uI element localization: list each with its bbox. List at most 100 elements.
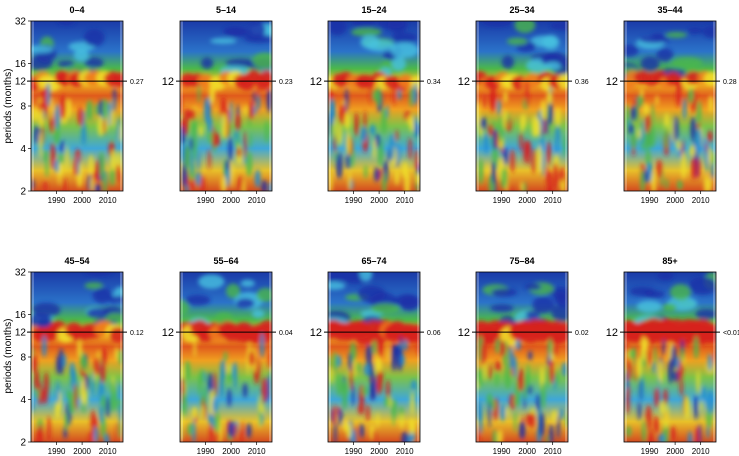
power-blob [227,388,232,408]
power-blob [355,362,361,374]
power-blob [565,413,568,428]
power-blob [50,97,54,120]
power-blob [31,107,38,122]
power-blob [359,272,373,282]
power-blob [550,21,568,31]
y-tick-label: 8 [20,353,26,364]
x-tick-label: 2010 [544,196,562,205]
heatmap-area [476,21,568,191]
power-blob [680,348,684,362]
y-tick-label-12: 12 [162,327,174,339]
power-blob [546,365,550,389]
power-blob [31,179,35,190]
power-blob [382,171,387,191]
power-blob [546,91,553,106]
power-blob [650,33,665,40]
panel-frame [623,20,717,192]
power-blob [542,34,560,50]
cone-of-influence [328,272,331,442]
power-blob [515,339,521,351]
power-blob [214,371,218,398]
power-blob [35,92,39,109]
power-blob [83,28,105,47]
power-blob [711,163,715,179]
panel-4: 25–34 0.36 1990 2000 2010 12 [458,5,589,205]
y-tick-label-12: 12 [310,76,322,88]
power-blob [103,117,106,135]
x-tick-label: 2010 [99,447,117,456]
power-blob [541,153,545,177]
power-blob [191,115,198,140]
power-blob [58,153,64,165]
y-tick-label-12: 12 [458,327,470,339]
heatmap-area [328,21,420,191]
power-blob [695,128,703,153]
power-blob [211,414,215,430]
power-blob [115,164,121,184]
power-blob [397,88,402,100]
power-blob [523,379,527,402]
power-blob [351,384,355,407]
power-blob [372,375,377,400]
y-tick-label: 2 [20,438,26,449]
x-tick-label: 1990 [493,447,511,456]
power-blob [689,144,696,158]
power-blob [110,381,114,395]
power-blob [653,415,659,434]
power-blob [496,99,501,115]
power-blob [369,124,376,136]
power-blob [181,391,185,419]
power-blob [407,115,414,126]
panel-2: 5–14 0.23 1990 2000 2010 12 [162,5,293,205]
cone-of-influence [180,21,183,191]
power-blob [259,332,265,358]
power-blob [84,272,113,277]
power-blob [644,131,650,152]
power-blob [415,173,420,185]
power-blob [180,412,183,441]
power-blob [365,404,370,422]
power-blob [543,51,564,61]
x-tick-label: 2000 [370,196,388,205]
power-blob [624,104,630,127]
p-value-label: 0.02 [575,330,589,337]
power-blob [328,281,346,290]
power-blob [240,279,255,288]
power-blob [46,82,51,108]
power-blob [84,282,104,290]
power-blob [400,354,405,366]
power-blob [526,140,531,156]
cone-of-influence [476,272,479,442]
power-blob [655,94,659,106]
power-blob [488,364,492,380]
power-blob [364,164,368,179]
power-blob [236,298,255,309]
power-blob [247,21,266,39]
power-blob [549,423,554,442]
power-blob [491,160,496,184]
power-blob [551,409,557,423]
power-blob [381,107,387,135]
power-blob [94,183,101,191]
power-blob [707,389,714,414]
power-blob [624,336,628,363]
power-blob [354,112,359,137]
power-blob [676,139,681,151]
power-blob [195,172,202,187]
y-tick-label: 16 [15,59,27,70]
power-blob [201,404,205,421]
heatmap-area [31,21,123,191]
power-blob [109,327,123,343]
power-blob [112,87,117,113]
power-blob [31,400,34,412]
panel-title: 5–14 [216,5,236,15]
power-blob [394,169,400,186]
power-blob [99,405,104,425]
x-tick-label: 1990 [641,447,659,456]
x-tick-label: 2000 [73,447,91,456]
power-blob [406,324,420,343]
power-blob [203,386,207,405]
power-blob [536,144,543,172]
power-blob [646,162,653,174]
power-blob [76,155,80,176]
